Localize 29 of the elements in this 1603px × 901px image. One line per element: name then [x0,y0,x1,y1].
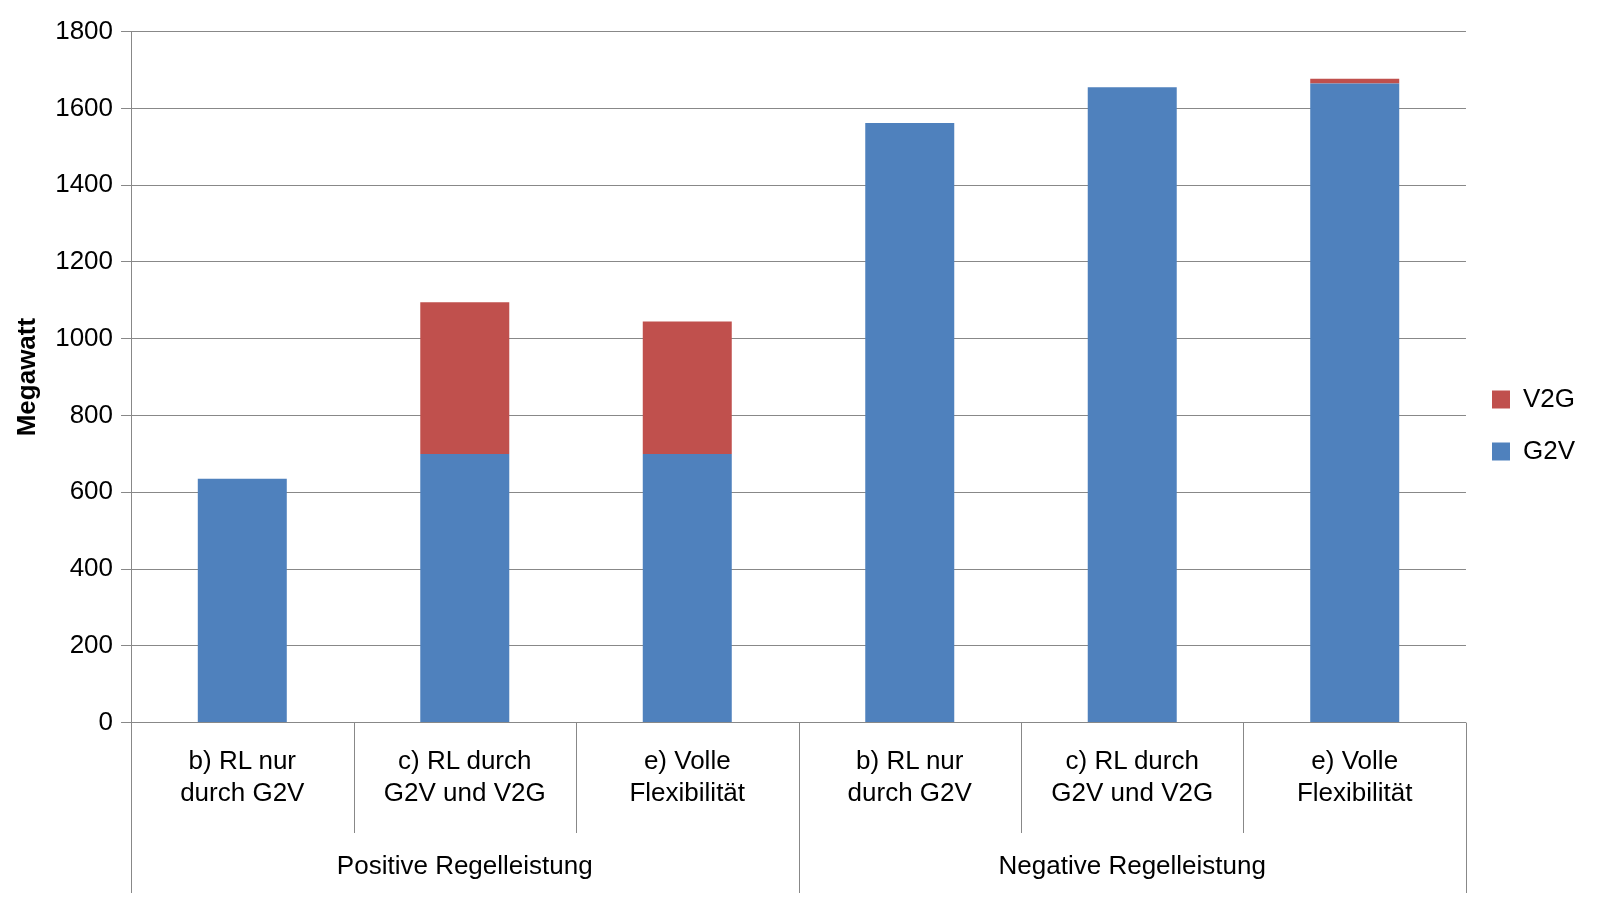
bar [1087,87,1177,723]
bar [865,122,955,723]
y-tick-label: 0 [98,705,114,736]
legend-label: V2G [1522,382,1576,413]
y-tick-label: 600 [69,475,114,506]
x-tick-label: c) RL durch G2V und V2G [1051,745,1214,807]
bar [642,453,732,723]
y-tick-label: 800 [69,398,114,429]
text: Negative Regelleistung [998,850,1266,881]
y-tick-label: 1600 [55,91,114,122]
bar [420,453,510,723]
y-tick-label: 1000 [55,321,114,352]
y-tick-label: 200 [69,628,114,659]
y-tick-label: 1400 [55,168,114,199]
x-tick-label: e) Volle Flexibilität [629,745,746,807]
bar [420,302,510,454]
bar [1310,83,1400,723]
x-tick-label: b) RL nur durch G2V [180,745,306,807]
bar [642,321,732,454]
x-tick-label: b) RL nur durch G2V [847,745,973,807]
legend-label: G2V [1522,434,1576,465]
y-tick-label: 400 [69,552,114,583]
y-tick-label: 1800 [55,14,114,45]
x-tick-label: e) Volle Flexibilität [1296,745,1414,807]
text: Positive Regelleistung [336,850,593,881]
bar [197,478,287,723]
y-tick-label: 1200 [55,245,114,276]
x-tick-label: c) RL durch G2V und V2G [383,745,546,807]
y-axis-title: Megawatt [10,317,41,437]
